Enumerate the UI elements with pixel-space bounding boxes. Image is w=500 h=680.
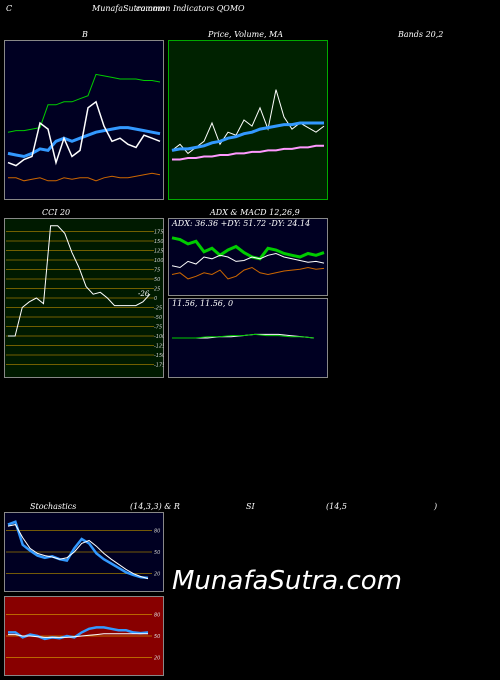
minus-di-line	[171, 266, 325, 280]
stoch-title-c: SI	[246, 502, 255, 511]
stoch-title-d: (14,5	[326, 502, 347, 511]
macd-values: 11.56, 11.56, 0	[172, 299, 234, 308]
stoch-title-e: )	[434, 502, 438, 511]
tick-label: -50	[154, 315, 162, 321]
watermark: MunafaSutra.com	[172, 566, 403, 596]
panel-background	[4, 40, 164, 200]
rsi-chart: 80 50 20	[4, 596, 164, 676]
tick-label: 50	[154, 550, 160, 556]
bands-title-right: Bands 20,2	[398, 30, 444, 39]
tick-label: 100	[154, 258, 164, 264]
header-subtitle: common Indicators QOMO	[136, 4, 245, 13]
tick-label: 175	[154, 230, 164, 236]
bands-title-mid: Price, Volume, MA	[208, 30, 284, 39]
stoch-d-line	[7, 524, 149, 580]
tick-label: 125	[154, 249, 164, 255]
adx-panel	[168, 218, 328, 296]
stochastics-chart: 80 50 20	[4, 512, 164, 592]
tick-label: 0	[154, 296, 157, 302]
tick-label: 50	[154, 634, 160, 640]
macd-panel	[168, 298, 328, 378]
adx-chart	[168, 218, 328, 296]
cci-chart: 175 150 125 100 75 50 25 0 -25 -50 -75 -100 -125 -150…	[4, 218, 164, 378]
stoch-title-a: Stochastics	[30, 502, 77, 511]
tick-label: 50	[154, 277, 160, 283]
panel-background	[168, 40, 328, 200]
cci-line	[8, 225, 151, 337]
price-line	[7, 100, 161, 167]
stoch-title-b: (14,3,3) & R	[130, 502, 180, 511]
bands-title-left: B	[82, 30, 88, 39]
tick-label: 25	[154, 287, 160, 293]
tick-label: -25	[154, 306, 162, 312]
rsi-avg-line	[8, 633, 148, 638]
ma-long-line	[172, 144, 324, 161]
tick-label: 20	[154, 572, 160, 578]
ma-line	[171, 121, 324, 152]
plus-di-line	[171, 252, 325, 269]
lower-band-line	[8, 172, 161, 182]
price-ma-panel	[168, 40, 328, 200]
tick-label: -150	[154, 353, 164, 359]
header-title: MunafaSutra.com	[92, 4, 165, 13]
adx-line	[171, 236, 325, 261]
cci-panel: 175 150 125 100 75 50 25 0 -25 -50 -75 -100 -125 -150…	[4, 218, 164, 378]
rsi-line	[8, 626, 149, 641]
tick-label: 20	[154, 656, 160, 662]
adx-values: ADX: 36.36 +DY: 51.72 -DY: 24.14	[172, 219, 311, 228]
tick-label: -75	[154, 325, 162, 331]
upper-band-line	[7, 73, 161, 133]
tick-label: -175	[154, 363, 164, 369]
macd-chart	[168, 298, 328, 378]
bollinger-panel	[4, 40, 164, 200]
stochastics-panel: 80 50 20	[4, 512, 164, 592]
signal-line	[172, 333, 315, 339]
adx-macd-title: ADX & MACD 12,26,9	[210, 208, 300, 217]
tick-label: -100	[154, 334, 164, 340]
stoch-k-line	[7, 520, 149, 580]
cci-title: CCI 20	[42, 208, 71, 217]
cci-last-label: -26	[138, 290, 150, 298]
bollinger-chart	[4, 40, 164, 200]
tick-label: 80	[154, 528, 160, 534]
price-ma-chart	[168, 40, 328, 200]
tick-label: 75	[154, 268, 160, 274]
header-letter: C	[6, 4, 13, 13]
rsi-panel: 80 50 20	[4, 596, 164, 676]
tick-label: -125	[154, 344, 164, 350]
tick-label: 80	[154, 612, 160, 618]
tick-label: 150	[154, 239, 164, 245]
